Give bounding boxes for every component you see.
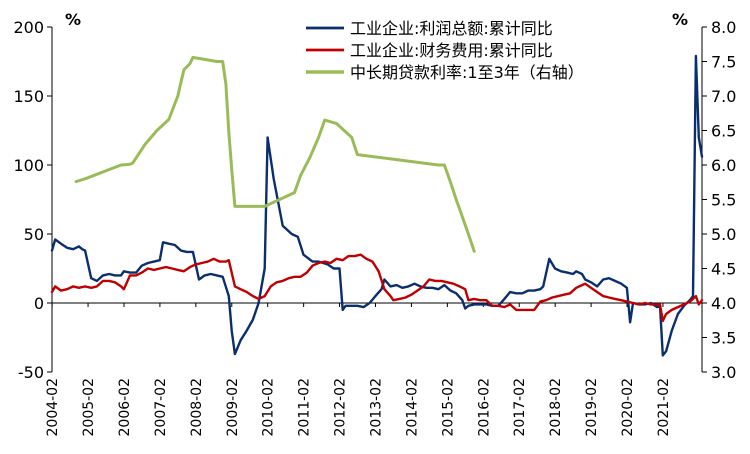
x-axis-tick-label: 2019-02 xyxy=(584,378,600,437)
legend-label-3: 中长期贷款利率:1至3年（右轴） xyxy=(350,63,584,82)
right-axis-tick-label: 3.5 xyxy=(711,329,736,348)
right-axis-unit: % xyxy=(672,10,688,29)
x-axis-tick-label: 2017-02 xyxy=(512,378,528,437)
x-axis-tick-label: 2012-02 xyxy=(333,378,349,437)
x-axis-tick-label: 2006-02 xyxy=(117,378,133,437)
legend: 工业企业:利润总额:累计同比工业企业:财务费用:累计同比中长期贷款利率:1至3年… xyxy=(306,19,584,82)
right-axis-tick-label: 8.0 xyxy=(711,18,736,37)
x-axis-tick-label: 2005-02 xyxy=(81,378,97,437)
left-axis-tick-label: 0 xyxy=(34,294,44,313)
x-axis-tick-label: 2010-02 xyxy=(261,378,277,437)
series-line-1 xyxy=(50,54,704,357)
left-axis-tick-label: 100 xyxy=(13,156,44,175)
right-axis-tick-label: 6.5 xyxy=(711,122,736,141)
left-axis-tick-label: 150 xyxy=(13,87,44,106)
x-axis-tick-label: 2013-02 xyxy=(369,378,385,437)
left-axis-unit: % xyxy=(65,10,81,29)
axes-layer: -50 0 50 100 150 200 3.0 3.5 4.0 4.5 5.0 5.5 6.0 6.5 7… xyxy=(13,18,736,437)
right-axis-tick-label: 3.0 xyxy=(711,363,736,382)
right-axis-tick-label: 4.5 xyxy=(711,260,736,279)
series-line-3 xyxy=(74,55,476,253)
right-axis-tick-label: 6.0 xyxy=(711,156,736,175)
x-axis-tick-label: 2016-02 xyxy=(476,378,492,437)
legend-label-2: 工业企业:财务费用:累计同比 xyxy=(350,41,553,60)
x-axis-tick-label: 2020-02 xyxy=(620,378,636,437)
x-axis-tick-label: 2007-02 xyxy=(153,378,169,437)
x-axis-tick-label: 2008-02 xyxy=(189,378,205,437)
right-axis-tick-label: 5.5 xyxy=(711,191,736,210)
x-axis-tick-label: 2014-02 xyxy=(404,378,420,437)
right-axis-tick-label: 4.0 xyxy=(711,294,736,313)
right-axis-tick-label: 5.0 xyxy=(711,225,736,244)
x-axis-tick-label: 2021-02 xyxy=(656,378,672,437)
x-axis-tick-label: 2015-02 xyxy=(440,378,456,437)
right-axis-tick-label: 7.5 xyxy=(711,53,736,72)
left-axis-tick-label: -50 xyxy=(18,363,44,382)
series-line-2 xyxy=(50,253,704,323)
x-axis-tick-label: 2004-02 xyxy=(45,378,61,437)
left-axis-tick-label: 200 xyxy=(13,18,44,37)
x-axis-tick-label: 2018-02 xyxy=(548,378,564,437)
x-axis-tick-label: 2011-02 xyxy=(297,378,313,437)
left-axis-tick-label: 50 xyxy=(24,225,44,244)
x-axis-tick-label: 2009-02 xyxy=(225,378,241,437)
legend-label-1: 工业企业:利润总额:累计同比 xyxy=(350,19,553,38)
right-axis-tick-label: 7.0 xyxy=(711,87,736,106)
series-layer xyxy=(50,54,704,357)
